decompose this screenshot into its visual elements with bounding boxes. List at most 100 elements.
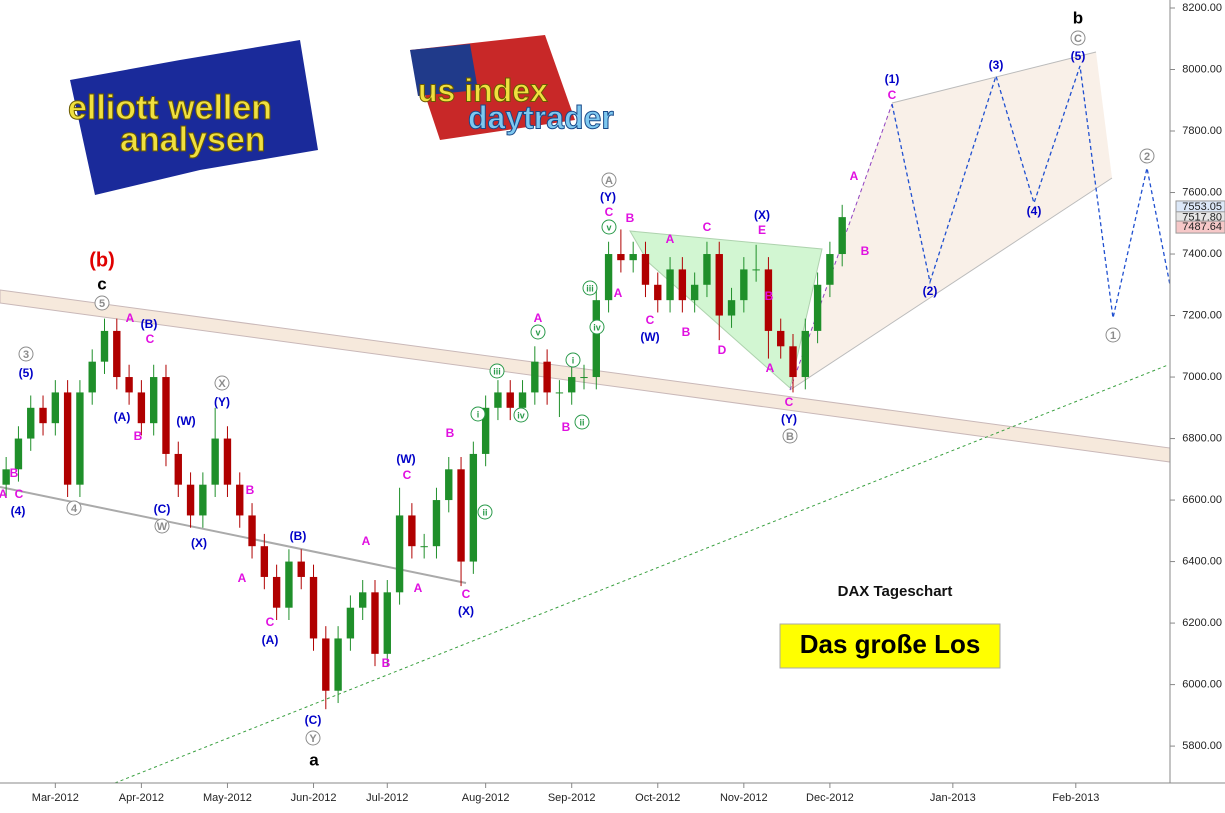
headline-box [779, 623, 1001, 669]
flag [410, 44, 478, 96]
wave-label: B [626, 211, 635, 225]
y-tick-label: 6000.00 [1182, 678, 1222, 690]
wave-label: A [0, 487, 8, 501]
candle-body [531, 361, 539, 393]
wave-label: A [414, 581, 423, 595]
wave-circle [1105, 327, 1121, 343]
logo-us: us index daytrader [410, 35, 614, 140]
wave-label: (X) [754, 208, 770, 222]
candle-body [838, 217, 846, 255]
x-tick-label: Nov-2012 [720, 792, 768, 804]
logo-elliott: elliott wellen analysen [68, 40, 318, 195]
candle-body [223, 438, 232, 485]
candle-body [125, 377, 133, 393]
candle-body [678, 269, 687, 301]
wave-circle [589, 319, 605, 335]
candle-body [260, 546, 269, 577]
y-tick-label: 7600.00 [1182, 186, 1222, 198]
candle-body [162, 377, 170, 454]
x-tick-label: Sep-2012 [548, 792, 596, 804]
wave-label: A [534, 311, 543, 325]
candle-body [690, 284, 699, 301]
candle-body [801, 330, 809, 378]
candle-body [580, 377, 588, 379]
wave-label: C [1074, 33, 1082, 45]
wave-label: iii [493, 366, 501, 376]
wave-label: (Y) [600, 190, 616, 204]
wave-label: B [446, 426, 455, 440]
wave-circle [601, 219, 617, 235]
candle-body [481, 407, 490, 454]
wave-label: (4) [11, 504, 26, 518]
wave-label: B [562, 420, 571, 434]
wave-label: 1 [1110, 330, 1116, 342]
logo-text: daytrader [468, 99, 614, 135]
y-tick-label: 5800.00 [1182, 740, 1222, 752]
candle-body [715, 254, 723, 316]
wave-label: (3) [989, 58, 1004, 72]
wave-label: A [666, 232, 675, 246]
candle-body [199, 484, 207, 516]
wave-label: b [1073, 8, 1083, 27]
wave-label: A [766, 361, 775, 375]
candle-body [113, 330, 121, 378]
logo-text: elliott wellen [68, 89, 272, 127]
wave-label: ii [482, 507, 487, 517]
y-tick-label: 6400.00 [1182, 555, 1222, 567]
candle-body [789, 346, 797, 378]
triangle [629, 230, 823, 389]
wave-circle [154, 518, 170, 534]
candle-body [248, 515, 256, 547]
y-tick-label: 7200.00 [1182, 309, 1222, 321]
wave-circle [18, 346, 34, 362]
candle-body [322, 638, 330, 691]
wave-label: A [362, 534, 371, 548]
candle-body [543, 361, 551, 393]
candle-body [445, 469, 453, 501]
wave-label: 3 [23, 349, 29, 361]
x-tick-label: Mar-2012 [32, 792, 79, 804]
wave-label: (4) [1027, 204, 1042, 218]
candle-body [568, 377, 576, 393]
wave-label: (b) [89, 249, 115, 271]
logo-text: us index [418, 72, 548, 108]
x-tick-label: Jun-2012 [291, 792, 337, 804]
wave-circle [565, 352, 581, 368]
candle-body [63, 392, 72, 485]
wave-label: E [758, 223, 766, 237]
wave-circle [782, 428, 798, 444]
candle-body [39, 407, 47, 424]
price-marker-label: 7553.05 [1182, 201, 1222, 213]
candle-body [703, 254, 711, 285]
candle-body [100, 330, 109, 362]
wave-circle [66, 500, 82, 516]
wave-label: C [605, 205, 614, 219]
wave-label: A [605, 175, 613, 187]
candle-body [272, 576, 281, 608]
candle-body [777, 330, 785, 347]
candle-body [285, 561, 293, 608]
wave-label: B [246, 483, 255, 497]
candle-body [383, 592, 391, 654]
price-marker [1175, 220, 1225, 234]
candle-body [641, 254, 650, 285]
wave-label: (1) [885, 72, 900, 86]
candle-body [432, 500, 441, 547]
candle-body [359, 592, 367, 608]
wave-label: B [10, 466, 19, 480]
wave-label: (5) [1071, 49, 1086, 63]
candle-body [457, 469, 465, 562]
wave-label: 2 [1144, 151, 1150, 163]
candle-body [2, 469, 10, 485]
wave-label: (W) [640, 330, 659, 344]
candle-body [654, 284, 662, 301]
wave-label: C [15, 487, 24, 501]
logo-text: analysen [120, 121, 266, 159]
wave-label: X [218, 378, 226, 390]
wave-label: B [134, 429, 143, 443]
y-tick-label: 6600.00 [1182, 494, 1222, 506]
wave-circle [94, 295, 110, 311]
wave-circle [305, 730, 321, 746]
wave-circle [1139, 148, 1155, 164]
y-tick-label: 7000.00 [1182, 371, 1222, 383]
